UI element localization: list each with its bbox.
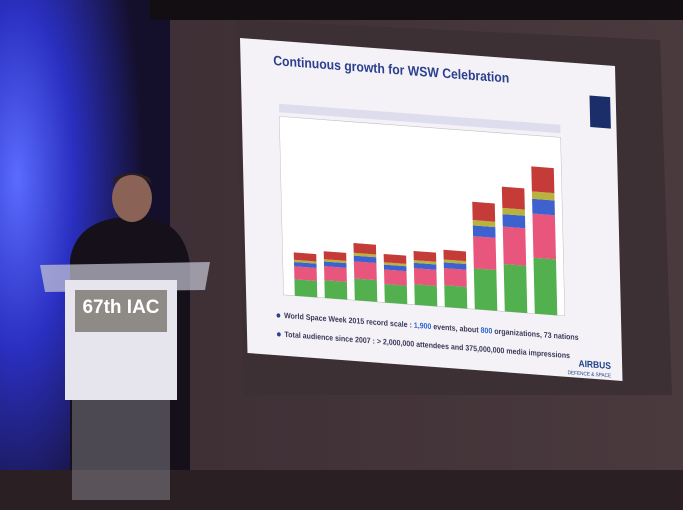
bar-segment bbox=[383, 253, 407, 264]
bar-segment bbox=[444, 285, 468, 309]
bar-segment bbox=[293, 261, 317, 268]
bar-segment bbox=[294, 266, 317, 281]
bullet-part: events, about bbox=[431, 322, 480, 335]
bullet bbox=[276, 332, 281, 337]
bar-segment bbox=[502, 207, 525, 216]
bar-segment bbox=[533, 257, 558, 316]
bar-segment bbox=[293, 259, 317, 264]
bar-segment bbox=[294, 279, 318, 298]
stage-floor bbox=[0, 470, 683, 510]
bar-segment bbox=[413, 268, 437, 286]
bar-segment bbox=[293, 252, 317, 262]
bar-segment bbox=[443, 259, 467, 265]
bar-segment bbox=[413, 250, 437, 262]
bar-segment bbox=[414, 284, 438, 307]
bar-segment bbox=[353, 243, 377, 255]
bar-segment bbox=[354, 278, 378, 302]
speaker-hair bbox=[112, 173, 152, 185]
bar-segment bbox=[323, 259, 347, 264]
bar-segment bbox=[324, 280, 348, 300]
bar-segment bbox=[502, 214, 526, 229]
bullet bbox=[276, 313, 281, 318]
bar-segment bbox=[323, 251, 347, 261]
bar-segment bbox=[353, 261, 377, 281]
bar-segment bbox=[501, 186, 525, 210]
bar-segment bbox=[443, 262, 467, 270]
bar-segment bbox=[502, 226, 527, 266]
bar-segment bbox=[413, 260, 437, 265]
bar-segment bbox=[531, 166, 555, 194]
bar-segment bbox=[383, 264, 407, 272]
bar-segment bbox=[443, 249, 467, 262]
bar-segment bbox=[383, 262, 407, 267]
bullet-highlight: 800 bbox=[480, 325, 492, 335]
bar-segment bbox=[413, 262, 437, 270]
bar-segment bbox=[473, 236, 497, 271]
bar-segment bbox=[384, 269, 407, 286]
ceiling bbox=[150, 0, 683, 20]
bar-segment bbox=[473, 268, 498, 311]
wsw-logo bbox=[589, 95, 611, 129]
bar-segment bbox=[443, 268, 467, 287]
bar-segment bbox=[472, 225, 496, 238]
bullet-highlight: 1,900 bbox=[414, 320, 432, 331]
podium-base bbox=[72, 400, 170, 500]
bar-segment bbox=[324, 266, 347, 282]
legend bbox=[279, 103, 561, 134]
bar-segment bbox=[503, 264, 528, 314]
bar-segment bbox=[532, 198, 555, 216]
podium-sign bbox=[75, 290, 167, 332]
bar-segment bbox=[532, 213, 556, 260]
bar-chart bbox=[293, 166, 558, 316]
podium-sign-text: 67th IAC bbox=[82, 297, 159, 318]
speaker-head bbox=[112, 174, 152, 222]
bar-segment bbox=[353, 252, 377, 258]
bar-segment bbox=[384, 284, 408, 305]
bar-segment bbox=[472, 201, 496, 222]
bar-segment bbox=[323, 261, 347, 268]
bar-segment bbox=[472, 220, 496, 228]
slide: Continuous growth for WSW Celebration Wo… bbox=[240, 38, 623, 381]
bar-segment bbox=[353, 255, 377, 264]
logo-sub: DEFENCE & SPACE bbox=[568, 370, 612, 380]
logo-name: AIRBUS bbox=[578, 358, 611, 371]
bar-segment bbox=[531, 191, 555, 201]
